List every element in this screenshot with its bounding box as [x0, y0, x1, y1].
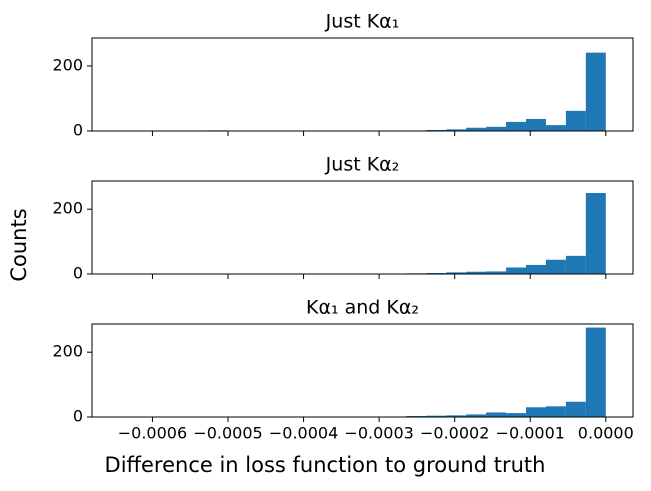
x-tick-label: −0.0005: [193, 424, 262, 443]
bar: [526, 118, 546, 131]
bar: [526, 407, 546, 417]
axes-frame: [91, 180, 634, 275]
bar: [446, 272, 467, 274]
subplot-title: Just Kα₁: [325, 11, 400, 33]
bar: [486, 412, 507, 417]
y-tick-label: 200: [52, 199, 83, 218]
bar: [565, 401, 586, 417]
bar: [545, 125, 566, 131]
bar: [585, 52, 606, 131]
bar: [466, 271, 487, 274]
axes-frame: [91, 37, 634, 132]
y-tick-label: 200: [52, 342, 83, 361]
bar: [486, 271, 507, 274]
bar: [545, 259, 566, 274]
bar: [585, 192, 606, 274]
x-axis-label: Difference in loss function to ground tr…: [105, 453, 546, 477]
x-tick-label: −0.0006: [118, 424, 187, 443]
bar: [466, 414, 487, 417]
bar: [446, 415, 467, 417]
bar: [426, 415, 447, 417]
bar: [506, 267, 527, 274]
subplot-title: Kα₁ and Kα₂: [306, 297, 419, 319]
bar: [565, 110, 586, 131]
x-tick-label: −0.0002: [420, 424, 489, 443]
bar: [565, 255, 586, 274]
y-axis-label: Counts: [7, 208, 31, 281]
bar: [466, 127, 487, 131]
bar: [585, 327, 606, 417]
y-tick-label: 0: [73, 407, 83, 426]
bar: [506, 413, 527, 417]
y-tick-label: 0: [73, 121, 83, 140]
y-tick-label: 200: [52, 55, 83, 74]
x-tick-label: −0.0001: [496, 424, 565, 443]
axes-frame: [91, 323, 634, 418]
x-tick-label: 0.0000: [578, 424, 634, 443]
bar: [526, 264, 546, 274]
x-tick-label: −0.0004: [269, 424, 338, 443]
bar: [486, 126, 507, 131]
bar: [545, 406, 566, 417]
subplot-title: Just Kα₂: [325, 154, 400, 176]
bar: [506, 121, 527, 131]
y-tick-label: 0: [73, 264, 83, 283]
bar: [446, 129, 467, 131]
x-tick-label: −0.0003: [344, 424, 413, 443]
